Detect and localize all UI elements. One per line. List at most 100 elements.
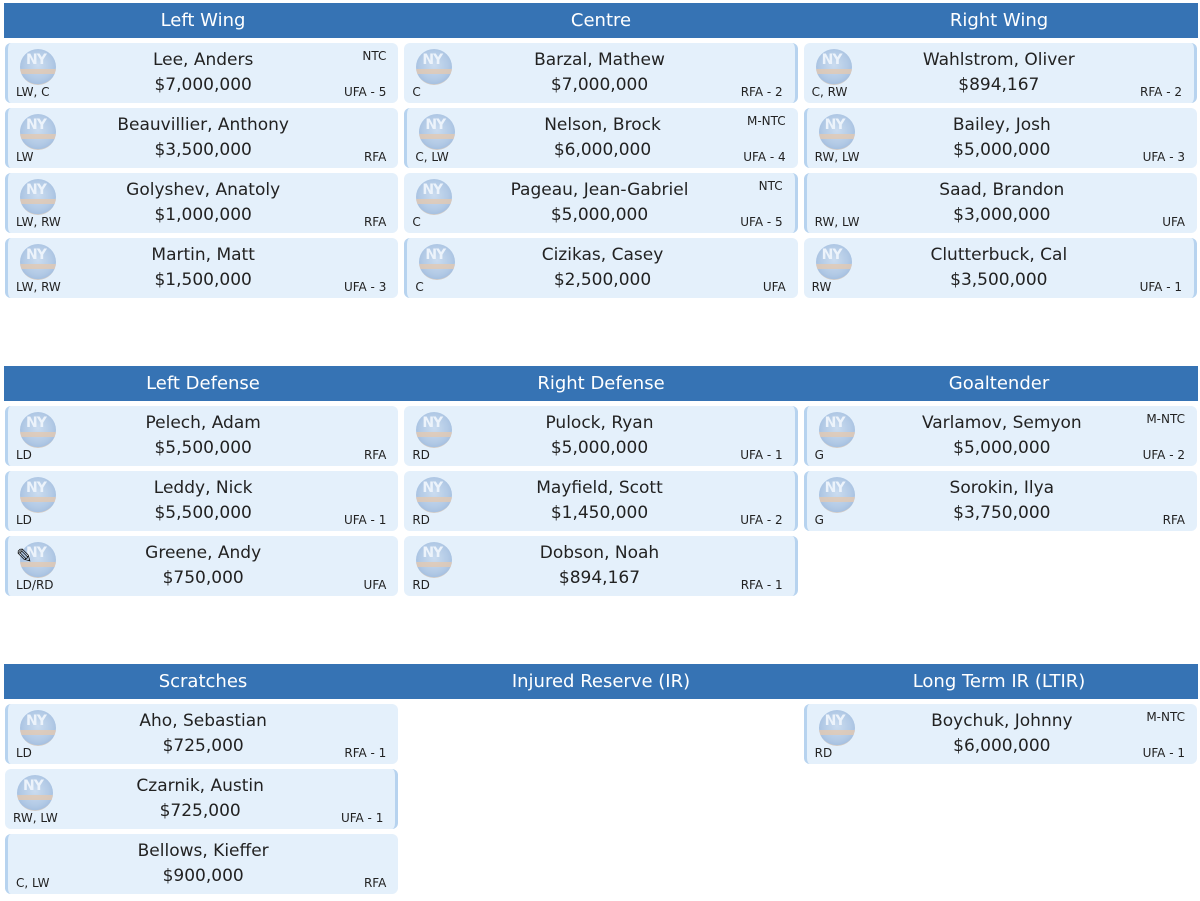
player-name: Martin, Matt: [151, 245, 255, 265]
player-name: Beauvillier, Anthony: [117, 115, 289, 135]
player-card[interactable]: Cizikas, Casey $2,500,000 C UFA: [404, 238, 798, 298]
contract-status: RFA: [363, 150, 387, 164]
player-name: Czarnik, Austin: [136, 776, 264, 796]
contract-status: UFA - 1: [740, 448, 783, 462]
team-logo-icon: [815, 244, 852, 280]
column-header: Left Wing: [160, 10, 246, 31]
player-card[interactable]: Leddy, Nick $5,500,000 LD UFA - 1: [5, 471, 399, 531]
contract-status: UFA - 3: [343, 280, 387, 294]
player-position: C, LW: [16, 876, 50, 890]
contract-status: RFA: [363, 215, 387, 229]
player-name: Varlamov, Semyon: [921, 413, 1082, 433]
trade-clause: NTC: [362, 49, 387, 63]
player-name: Pageau, Jean-Gabriel: [510, 180, 689, 200]
column-header: Goaltender: [948, 373, 1050, 394]
player-card[interactable]: Martin, Matt $1,500,000 LW, RW UFA - 3: [5, 238, 399, 298]
player-position: C, LW: [415, 150, 449, 164]
team-logo-icon: [815, 49, 852, 85]
contract-status: UFA - 5: [740, 215, 783, 229]
contract-status: UFA - 1: [1142, 746, 1185, 760]
player-name: Sorokin, Ilya: [949, 478, 1055, 498]
player-card[interactable]: Saad, Brandon $3,000,000 RW, LW UFA: [803, 173, 1197, 233]
trade-clause: NTC: [758, 179, 783, 193]
player-card[interactable]: Pageau, Jean-Gabriel $5,000,000 C NTC UFA - …: [404, 173, 798, 233]
player-name: Clutterbuck, Cal: [930, 245, 1068, 265]
player-card[interactable]: Bailey, Josh $5,000,000 RW, LW UFA - 3: [803, 108, 1197, 168]
player-salary: $5,000,000: [550, 205, 649, 225]
player-salary: $894,167: [958, 75, 1040, 95]
contract-status: UFA - 3: [1142, 150, 1185, 164]
player-position: RD: [412, 513, 430, 527]
player-position: LD: [16, 746, 32, 760]
contract-status: UFA - 2: [740, 513, 783, 527]
contract-status: UFA - 1: [343, 513, 387, 527]
player-card[interactable]: Czarnik, Austin $725,000 RW, LW UFA - 1: [5, 769, 399, 829]
player-name: Bellows, Kieffer: [137, 841, 269, 861]
team-logo-icon: [818, 710, 855, 746]
player-card[interactable]: Bellows, Kieffer $900,000 C, LW RFA: [5, 834, 399, 894]
player-salary: $5,000,000: [953, 438, 1051, 458]
contract-status: RFA: [1162, 513, 1185, 527]
team-logo-icon: [20, 49, 56, 85]
player-card[interactable]: Barzal, Mathew $7,000,000 C RFA - 2: [404, 43, 798, 103]
roster-column: Pulock, Ryan $5,000,000 RD UFA - 1 Mayfield,…: [404, 406, 798, 596]
player-name: Pulock, Ryan: [545, 413, 654, 433]
roster-section: Left Defense Right Defense Goaltender Pelec…: [4, 366, 1198, 596]
roster-column: [404, 704, 797, 894]
team-logo-icon: [419, 244, 456, 280]
contract-status: UFA - 1: [340, 811, 384, 825]
column-header: Left Defense: [146, 373, 260, 394]
roster-column: Boychuk, Johnny $6,000,000 RD M-NTC UFA - 1: [803, 704, 1197, 894]
team-logo-icon: [416, 49, 453, 85]
player-card[interactable]: Mayfield, Scott $1,450,000 RD UFA - 2: [404, 471, 798, 531]
contract-status: RFA - 1: [740, 578, 783, 592]
player-salary: $1,000,000: [154, 205, 252, 225]
player-card[interactable]: Boychuk, Johnny $6,000,000 RD M-NTC UFA - 1: [803, 704, 1197, 764]
contract-status: UFA: [762, 280, 786, 294]
player-salary: $6,000,000: [553, 140, 652, 160]
column-header: Centre: [570, 10, 632, 31]
contract-status: UFA: [363, 578, 387, 592]
player-card[interactable]: Pelech, Adam $5,500,000 LD RFA: [5, 406, 399, 466]
player-card[interactable]: ✎ Greene, Andy $750,000 LD/RD UFA: [5, 536, 399, 596]
player-card[interactable]: Lee, Anders $7,000,000 LW, C NTC UFA - 5: [5, 43, 399, 103]
player-card[interactable]: Varlamov, Semyon $5,000,000 G M-NTC UFA - 2: [803, 406, 1197, 466]
player-position: LW: [16, 150, 34, 164]
player-position: LD: [16, 513, 32, 527]
player-name: Boychuk, Johnny: [931, 711, 1073, 731]
player-card[interactable]: Nelson, Brock $6,000,000 C, LW M-NTC UFA - 4: [404, 108, 798, 168]
player-card[interactable]: Dobson, Noah $894,167 RD RFA - 1: [404, 536, 798, 596]
contract-status: UFA - 2: [1142, 448, 1185, 462]
player-card[interactable]: Sorokin, Ilya $3,750,000 G RFA: [803, 471, 1197, 531]
trade-clause: M-NTC: [746, 114, 786, 128]
player-card[interactable]: Aho, Sebastian $725,000 LD RFA - 1: [5, 704, 399, 764]
player-position: LW, RW: [16, 280, 61, 294]
player-name: Barzal, Mathew: [534, 50, 665, 70]
player-card[interactable]: Wahlstrom, Oliver $894,167 C, RW RFA - 2: [803, 43, 1197, 103]
contract-status: RFA: [363, 876, 387, 890]
player-position: G: [814, 448, 824, 462]
player-salary: $750,000: [162, 568, 244, 588]
player-card[interactable]: Clutterbuck, Cal $3,500,000 RW UFA - 1: [803, 238, 1197, 298]
player-card[interactable]: Golyshev, Anatoly $1,000,000 LW, RW RFA: [5, 173, 399, 233]
player-name: Saad, Brandon: [939, 180, 1065, 200]
section-header-row: Left Wing Centre Right Wing: [4, 3, 1198, 38]
player-salary: $725,000: [162, 736, 244, 756]
contract-status: RFA - 2: [740, 85, 783, 99]
player-salary: $894,167: [558, 568, 641, 588]
player-salary: $3,000,000: [953, 205, 1051, 225]
player-salary: $725,000: [159, 801, 241, 821]
section-header-row: Left Defense Right Defense Goaltender: [4, 366, 1198, 401]
team-logo-icon: [818, 477, 855, 513]
player-position: LD: [16, 448, 32, 462]
roster-section: Left Wing Centre Right Wing Lee, Anders $7,0…: [4, 3, 1198, 298]
pencil-edit-icon[interactable]: ✎: [16, 544, 33, 568]
player-card[interactable]: Pulock, Ryan $5,000,000 RD UFA - 1: [404, 406, 798, 466]
trade-clause: M-NTC: [1146, 412, 1185, 426]
player-position: C: [412, 85, 421, 99]
column-header: Injured Reserve (IR): [511, 671, 691, 692]
player-salary: $5,500,000: [154, 438, 252, 458]
player-card[interactable]: Beauvillier, Anthony $3,500,000 LW RFA: [5, 108, 399, 168]
player-salary: $2,500,000: [553, 270, 652, 290]
team-logo-icon: [419, 114, 456, 150]
